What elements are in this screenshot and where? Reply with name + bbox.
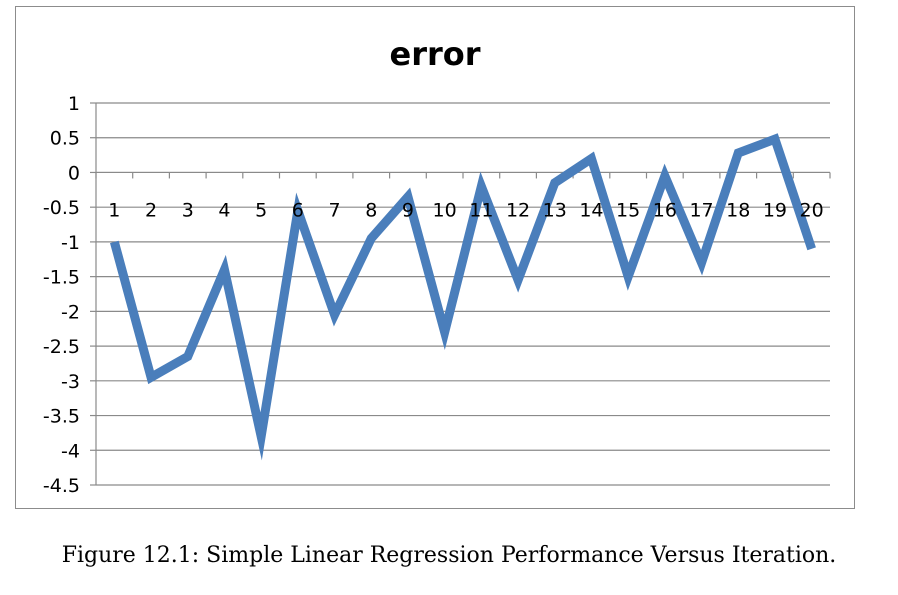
series-line-group — [110, 133, 816, 461]
x-tick-label: 7 — [329, 199, 341, 221]
chart-title: error — [389, 35, 480, 73]
x-tick-label: 19 — [763, 199, 787, 221]
x-tick-label: 11 — [469, 199, 493, 221]
figure-caption: Figure 12.1: Simple Linear Regression Pe… — [61, 543, 837, 568]
y-tick-label: -1 — [61, 232, 80, 254]
x-tick-label: 18 — [726, 199, 750, 221]
x-tick-label: 15 — [616, 199, 640, 221]
x-tick-label: 13 — [543, 199, 567, 221]
x-tick-label: 4 — [218, 199, 230, 221]
x-tick-label: 5 — [255, 199, 267, 221]
x-tick-label: 14 — [579, 199, 603, 221]
y-tick-label: -3 — [61, 371, 80, 393]
x-tick-label: 17 — [689, 199, 713, 221]
gridlines — [90, 102, 830, 486]
x-tick-label: 10 — [433, 199, 457, 221]
chart-frame: error 1 0.5 0 -0.5 -1 -1.5 -2 -2.5 -3 -3.5 -4 -4.5 … — [15, 6, 855, 509]
x-tick-label: 1 — [108, 199, 120, 221]
y-axis-tick-labels: 1 0.5 0 -0.5 -1 -1.5 -2 -2.5 -3 -3.5 -4 -4.5 — [43, 93, 80, 497]
x-tick-label: 16 — [653, 199, 677, 221]
x-tick-label: 12 — [506, 199, 530, 221]
x-tick-label: 3 — [182, 199, 194, 221]
x-axis-tick-labels: 1 2 3 4 5 6 7 8 9 10 11 12 13 14 15 16 17 18 19 20 — [108, 199, 823, 221]
x-tick-label: 6 — [292, 199, 304, 221]
y-tick-label: -4.5 — [43, 475, 80, 497]
series-line — [110, 133, 816, 461]
y-tick-label: -2.5 — [43, 336, 80, 358]
x-tick-label: 20 — [800, 199, 824, 221]
x-axis — [95, 171, 831, 179]
y-tick-label: -3.5 — [43, 406, 80, 428]
y-tick-label: 1 — [68, 93, 80, 115]
y-tick-label: 0 — [68, 162, 80, 184]
y-tick-label: -2 — [61, 301, 80, 323]
y-tick-label: 0.5 — [50, 128, 80, 150]
y-tick-label: -0.5 — [43, 197, 80, 219]
y-tick-label: -1.5 — [43, 267, 80, 289]
x-tick-label: 2 — [145, 199, 157, 221]
y-tick-label: -4 — [61, 440, 80, 462]
x-tick-label: 8 — [365, 199, 377, 221]
chart-svg: error 10.50-0.5-1-1.5-2-2.5-3-3.5-4-4.5 … — [43, 35, 831, 497]
x-tick-label: 9 — [402, 199, 414, 221]
